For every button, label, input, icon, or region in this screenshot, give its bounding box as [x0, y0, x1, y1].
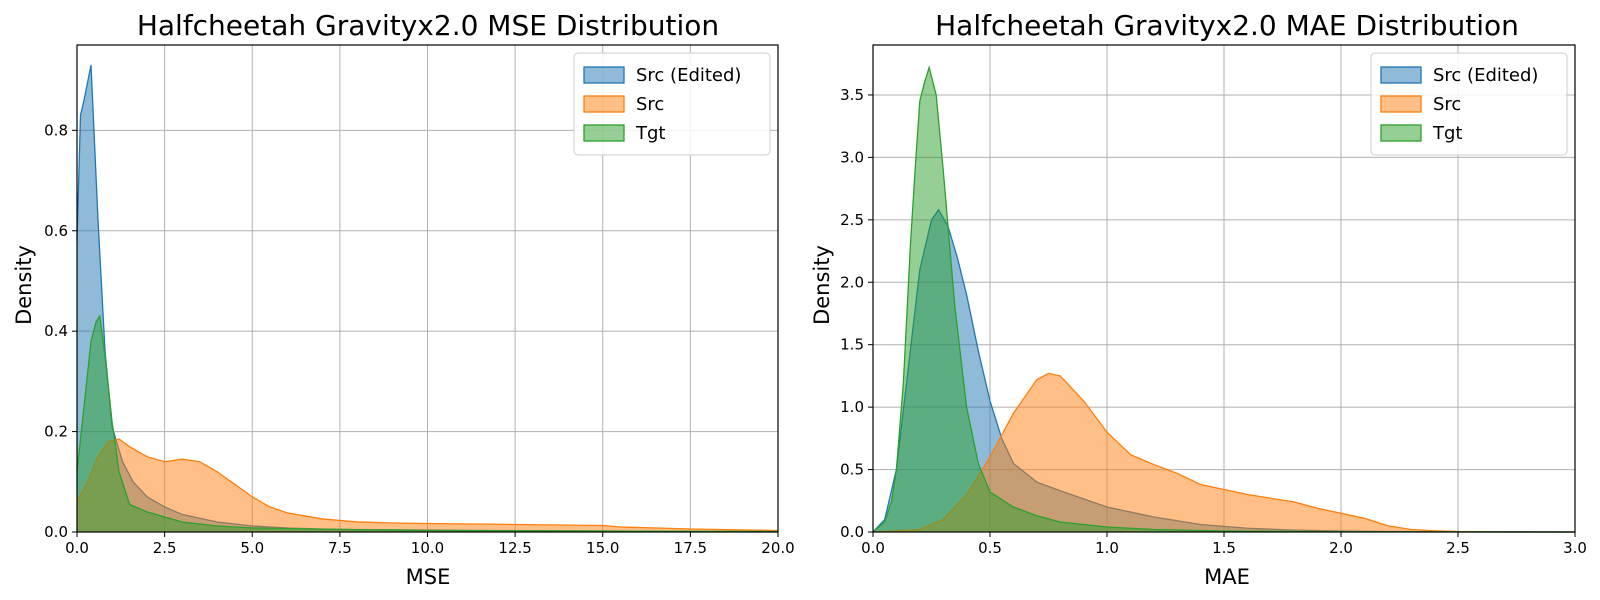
y-tick-label: 2.0 [840, 273, 864, 291]
legend-label-1: Src [1433, 94, 1461, 115]
y-tick-label: 1.5 [840, 336, 864, 354]
x-tick-label: 0.0 [65, 539, 89, 557]
legend-swatch-2 [583, 124, 625, 142]
y-tick-label: 3.5 [840, 86, 864, 104]
legend-swatch-0 [583, 66, 625, 84]
mse-chart: Halfcheetah Gravityx2.0 MSE Distribution… [12, 9, 795, 589]
x-tick-label: 1.5 [1212, 539, 1236, 557]
x-tick-label: 2.5 [153, 539, 177, 557]
legend-swatch-2 [1380, 124, 1422, 142]
legend-label-1: Src [636, 94, 664, 115]
x-axis-label: MSE [406, 565, 451, 589]
legend: Src (Edited) Src Tgt [573, 52, 771, 156]
x-tick-label: 1.0 [1095, 539, 1119, 557]
x-tick-label: 5.0 [240, 539, 264, 557]
x-tick-label: 0.5 [978, 539, 1002, 557]
series-group [76, 64, 779, 533]
series-area-1 [77, 439, 778, 532]
x-tick-label: 2.5 [1446, 539, 1470, 557]
x-tick-label: 0.0 [861, 539, 885, 557]
x-tick-label: 10.0 [411, 539, 444, 557]
x-tick-label: 15.0 [586, 539, 619, 557]
legend-label-0: Src (Edited) [1433, 65, 1538, 86]
legend-label-2: Tgt [635, 123, 665, 144]
x-tick-label: 12.5 [498, 539, 531, 557]
legend-label-2: Tgt [1432, 123, 1462, 144]
y-tick-label: 0.2 [44, 423, 68, 441]
y-tick-label: 3.0 [840, 148, 864, 166]
x-tick-label: 3.0 [1563, 539, 1587, 557]
ticks: 0.0 2.5 5.0 7.5 10.0 12.5 15.0 17.5 20.0 0.0 0.2 0.… [44, 121, 795, 557]
legend: Src (Edited) Src Tgt [1370, 52, 1568, 156]
series-area-1 [873, 373, 1575, 532]
y-tick-label: 0.5 [840, 461, 864, 479]
y-axis-label: Density [810, 245, 834, 325]
series-line-1 [872, 372, 1576, 533]
y-tick-label: 0.0 [44, 523, 68, 541]
y-tick-label: 0.4 [44, 322, 68, 340]
series-group [872, 65, 1576, 533]
x-axis-label: MAE [1204, 565, 1250, 589]
series-line-2 [76, 314, 779, 533]
legend-swatch-1 [583, 95, 625, 113]
series-line-1 [76, 438, 779, 532]
y-tick-label: 2.5 [840, 211, 864, 229]
legend-swatch-0 [1380, 66, 1422, 84]
legend-label-0: Src (Edited) [636, 65, 741, 86]
chart-title: Halfcheetah Gravityx2.0 MSE Distribution [137, 9, 719, 42]
y-tick-label: 0.6 [44, 222, 68, 240]
x-tick-label: 7.5 [328, 539, 352, 557]
y-axis-label: Density [12, 245, 36, 325]
y-tick-label: 0.0 [840, 523, 864, 541]
x-tick-label: 20.0 [761, 539, 794, 557]
series-area-2 [873, 67, 1575, 532]
series-line-2 [872, 65, 1576, 533]
mae-chart: Halfcheetah Gravityx2.0 MAE Distribution… [810, 9, 1587, 589]
chart-title: Halfcheetah Gravityx2.0 MAE Distribution [935, 9, 1519, 42]
y-tick-label: 0.8 [44, 121, 68, 139]
y-tick-label: 1.0 [840, 398, 864, 416]
x-tick-label: 17.5 [674, 539, 707, 557]
legend-swatch-1 [1380, 95, 1422, 113]
ticks: 0.0 0.5 1.0 1.5 2.0 2.5 3.0 0.0 0.5 1.0 1.5 2.0 2.5 3… [840, 86, 1587, 557]
x-tick-label: 2.0 [1329, 539, 1353, 557]
